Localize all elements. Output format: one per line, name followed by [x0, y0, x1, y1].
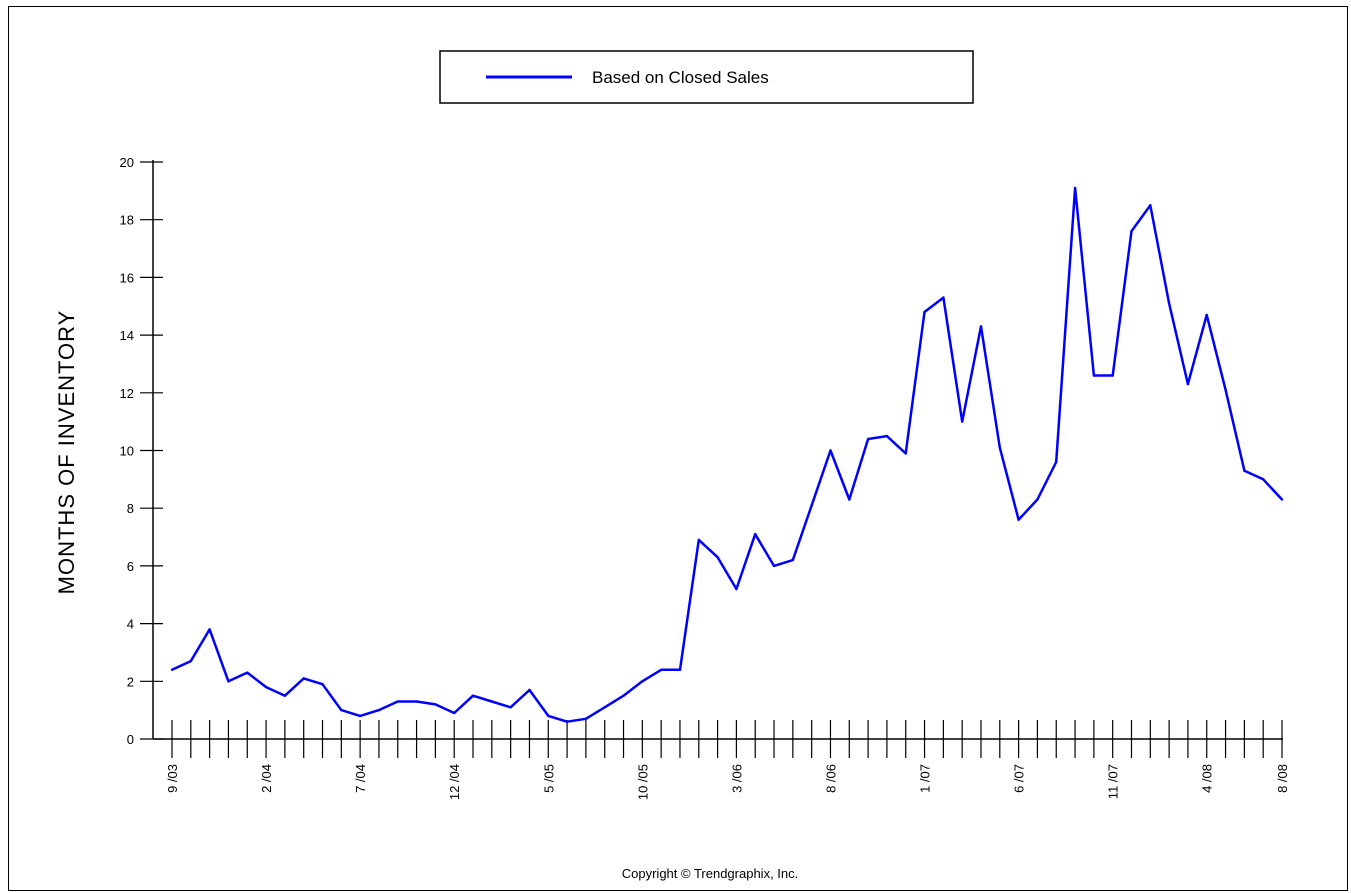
y-tick-label: 8 — [127, 501, 134, 516]
series-line — [171, 186, 1283, 723]
x-ticks: 9 /03 2 /04 7 /04 12 /04 5 /05 10 /05 3 /06 8 /… — [165, 720, 1290, 800]
y-tick-label: 20 — [120, 155, 134, 170]
data-point — [358, 714, 362, 718]
data-point — [283, 694, 287, 697]
data-point — [904, 452, 907, 455]
x-tick-label: 3 /06 — [729, 764, 744, 793]
data-point — [848, 498, 851, 501]
data-point — [1149, 204, 1152, 207]
data-point — [170, 668, 174, 671]
data-point — [641, 680, 644, 683]
y-tick-label: 6 — [127, 559, 134, 574]
data-point — [490, 700, 493, 703]
x-tick-label: 8 /06 — [823, 764, 838, 793]
data-point — [735, 587, 738, 591]
y-tick-label: 10 — [120, 444, 134, 459]
y-tick-label: 14 — [120, 328, 134, 343]
data-point — [1111, 374, 1114, 377]
x-tick-label: 10 /05 — [635, 764, 650, 800]
data-point — [471, 694, 475, 697]
data-point — [716, 556, 719, 559]
data-point — [942, 296, 945, 299]
y-tick-label: 12 — [120, 386, 134, 401]
data-point — [302, 677, 305, 680]
data-point — [1186, 382, 1190, 386]
x-tick-label: 2 /04 — [259, 764, 274, 793]
series-group — [170, 186, 1284, 723]
data-point — [998, 446, 1001, 449]
data-point — [264, 685, 268, 689]
data-point — [584, 717, 588, 720]
data-point — [415, 700, 418, 703]
data-point — [1243, 469, 1246, 472]
data-point — [754, 533, 757, 536]
y-axis-label: MONTHS OF INVENTORY — [54, 310, 79, 595]
x-tick-label: 5 /05 — [541, 764, 556, 793]
x-tick-label: 4 /08 — [1200, 764, 1215, 793]
y-ticks: 0 2 4 6 8 10 12 14 16 18 20 — [120, 155, 163, 747]
data-point — [453, 711, 456, 715]
data-point — [1055, 460, 1058, 464]
data-point — [528, 688, 531, 692]
data-point — [208, 628, 211, 631]
chart-frame — [8, 6, 1348, 891]
data-point — [1167, 302, 1171, 305]
legend-label: Based on Closed Sales — [592, 68, 769, 87]
axes — [152, 160, 1283, 740]
data-point — [603, 706, 606, 709]
x-tick-label: 1 /07 — [918, 764, 933, 793]
data-point — [697, 538, 700, 542]
data-point — [961, 420, 964, 423]
data-point — [622, 694, 625, 697]
data-point — [189, 659, 192, 663]
y-tick-label: 4 — [127, 617, 134, 632]
x-tick-label: 8 /08 — [1275, 764, 1290, 793]
data-point — [321, 683, 324, 686]
data-point — [810, 504, 813, 507]
data-point — [340, 708, 343, 712]
x-tick-label: 9 /03 — [165, 764, 180, 793]
y-tick-label: 2 — [127, 674, 134, 689]
x-tick-label: 7 /04 — [353, 764, 368, 793]
data-point — [565, 720, 569, 723]
data-point — [1224, 388, 1227, 392]
data-point — [829, 449, 832, 452]
data-point — [396, 700, 399, 703]
data-point — [509, 706, 512, 709]
data-point — [1262, 478, 1265, 481]
x-tick-label: 6 /07 — [1012, 764, 1027, 793]
data-point — [1036, 498, 1039, 501]
y-tick-label: 0 — [127, 732, 134, 747]
data-point — [885, 434, 889, 438]
data-point — [434, 703, 437, 706]
data-point — [227, 680, 230, 683]
copyright-footer: Copyright © Trendgraphix, Inc. — [622, 866, 799, 881]
legend: Based on Closed Sales — [439, 50, 974, 104]
data-point — [1130, 230, 1133, 233]
data-point — [1017, 518, 1020, 521]
data-point — [1073, 186, 1077, 190]
data-point — [660, 668, 663, 671]
data-point — [678, 668, 682, 671]
data-point — [246, 671, 249, 674]
data-point — [791, 558, 794, 562]
x-tick-label: 12 /04 — [447, 764, 462, 800]
data-point — [1205, 313, 1208, 317]
data-point — [923, 310, 926, 314]
y-tick-label: 18 — [120, 213, 134, 228]
data-point — [979, 325, 983, 328]
data-point — [866, 437, 870, 441]
data-point — [547, 714, 550, 718]
data-point — [377, 708, 381, 712]
x-tick-label: 11 /07 — [1106, 764, 1121, 799]
data-point — [772, 564, 776, 568]
y-tick-label: 16 — [120, 270, 134, 285]
data-point — [1280, 498, 1284, 501]
data-point — [1092, 374, 1096, 377]
